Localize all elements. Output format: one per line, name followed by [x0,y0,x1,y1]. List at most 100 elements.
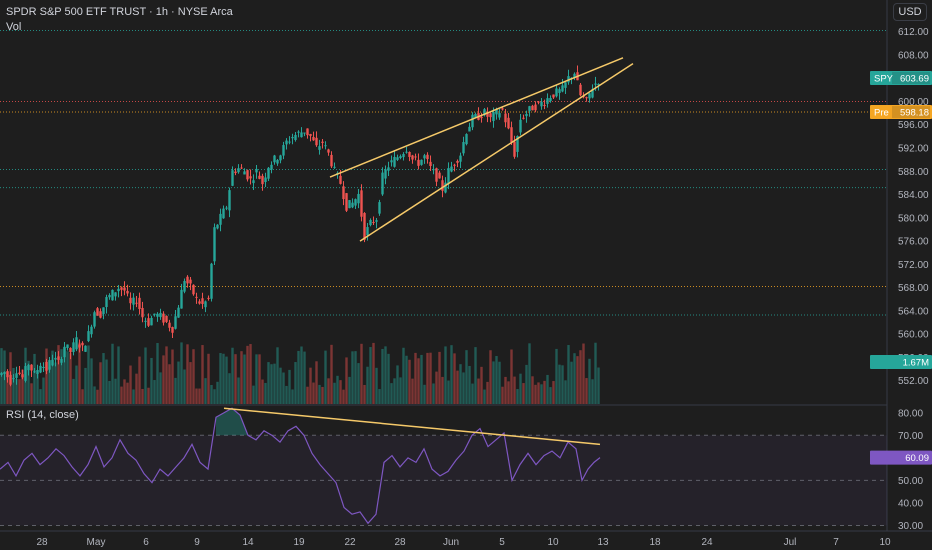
candle-body [105,297,108,307]
price-tick-label: 576.00 [898,237,929,248]
candle-body [522,117,525,119]
volume-bar [480,366,483,404]
volume-bar [171,349,174,404]
candle-body [510,127,513,143]
candle-body [39,365,42,373]
candle-body [501,108,504,110]
volume-bar [549,387,552,404]
trendlines[interactable] [329,57,634,242]
candle-body [327,149,330,153]
candle-body [270,164,273,170]
volume-bar [90,358,93,404]
candle-body [36,370,39,374]
volume-bar [360,343,363,404]
candle-body [300,132,303,138]
candle-body [177,307,180,318]
candle-body [471,114,474,128]
candle-body [444,182,447,193]
volume-bar [138,356,141,404]
candle-body [99,311,102,318]
volume-bar [276,347,279,404]
spy-price-tag-bg [870,70,932,85]
candle-body [414,156,417,158]
candle-body [348,200,351,209]
volume-bar [108,380,111,404]
candle-body [426,154,429,160]
volume-bar [51,350,54,404]
volume-bar [63,347,66,404]
volume-bar [477,378,480,404]
candle-body [405,151,408,153]
volume-bar [189,362,192,404]
rsi-value-tag: 60.09 [870,450,932,465]
time-tick-label: 28 [394,537,406,548]
price-tick-label: 600.00 [898,97,929,108]
volume-bar [18,379,21,404]
volume-tag-value: 1.67M [903,358,929,369]
candle-body [114,292,117,297]
wedge-trendline[interactable] [329,57,624,178]
candle-body [411,155,414,160]
candle-body [183,280,186,292]
time-tick-label: 9 [194,537,200,548]
volume-bar [42,377,45,404]
candle-body [345,193,348,211]
volume-bar [216,381,219,404]
candle-body [561,85,564,92]
volume-bar [111,343,114,404]
time-tick-label: 28 [36,537,48,548]
volume-bar [96,389,99,404]
candle-body [429,161,432,167]
volume-bar [300,346,303,404]
candle-body [375,220,378,222]
pre-market-tag-value: 598.18 [900,108,929,119]
volume-bar [156,343,159,404]
candle-body [417,159,420,166]
volume-bar [129,365,132,404]
candle-body [267,167,270,179]
rsi-divergence-trendline[interactable] [223,407,601,446]
volume-bar [462,372,465,404]
volume-bar [483,389,486,404]
candle-body [249,176,252,179]
candle-body [507,117,510,129]
price-tick-label: 596.00 [898,120,929,131]
candle-body [222,208,225,219]
volume-bar [420,354,423,404]
volume-bar [594,342,597,404]
volume-bar [375,367,378,404]
candle-body [96,308,99,316]
candle-body [78,344,81,348]
volume-bar [564,380,567,404]
volume-bar [213,389,216,404]
volume-bar [444,346,447,404]
horizontal-lines [0,29,887,316]
currency-button[interactable]: USD [893,3,927,21]
candle-body [573,73,576,78]
volume-bar [219,353,222,404]
candle-body [261,175,264,185]
volume-bar [21,369,24,404]
price-tick-label: 592.00 [898,144,929,155]
volume-bar [81,389,84,404]
volume-bar [567,345,570,404]
volume-bar [144,347,147,404]
candle-body [516,136,519,152]
candle-body [3,371,6,374]
rsi-line [0,407,601,525]
candle-body [297,131,300,133]
time-tick-label: 18 [649,537,661,548]
volume-bar [555,348,558,404]
candle-body [216,224,219,229]
candle-body [258,175,261,179]
volume-bar [321,386,324,404]
candle-body [135,302,138,304]
candle-body [252,180,255,184]
volume-bar [252,385,255,404]
volume-bar [45,348,48,404]
volume-bar [36,373,39,404]
wedge-trendline[interactable] [359,63,634,242]
candle-body [546,98,549,104]
candle-body [0,372,3,375]
